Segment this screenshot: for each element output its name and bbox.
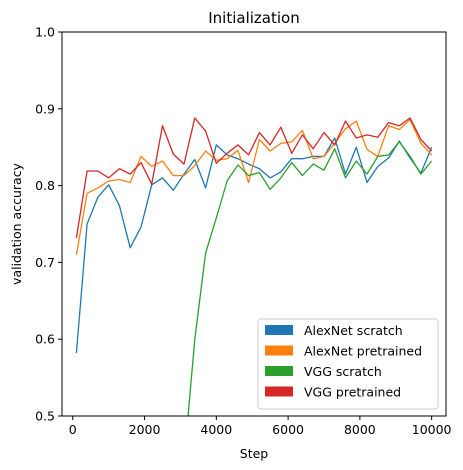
series-line-vgg-pretrained: [75, 117, 433, 238]
ticks-layer: 0 2000 4000 6000 8000 10000 0.5 0.6 0.7 0.8 0.9 1.0: [35, 25, 451, 438]
x-tick-label: 10000: [412, 422, 452, 437]
y-tick-label: 1.0: [35, 25, 55, 40]
legend-swatch-vgg-scratch: [265, 366, 293, 376]
series-layer: [75, 117, 433, 416]
legend-label-vgg-scratch: VGG scratch: [304, 364, 382, 379]
series-line-vgg-scratch: [187, 141, 433, 416]
plot-frame: [61, 31, 447, 417]
y-axis-label: validation accuracy: [9, 162, 24, 285]
chart-title: Initialization: [208, 9, 299, 27]
legend-label-vgg-pretrained: VGG pretrained: [304, 385, 401, 400]
y-tick-label: 0.8: [35, 178, 55, 193]
legend-box: [257, 318, 439, 410]
x-axis-label: Step: [240, 446, 269, 461]
x-tick-label: 0: [69, 422, 77, 437]
x-tick-label: 8000: [344, 422, 376, 437]
legend-label-alexnet-scratch: AlexNet scratch: [304, 323, 403, 338]
y-tick-label: 0.9: [35, 101, 55, 116]
legend-swatch-alexnet-scratch: [265, 325, 293, 335]
legend-swatch-alexnet-pretrained: [265, 345, 293, 356]
series-line-alexnet-scratch: [75, 137, 433, 354]
y-tick-label: 0.7: [35, 255, 55, 270]
legend-label-alexnet-pretrained: AlexNet pretrained: [304, 344, 422, 359]
y-tick-label: 0.5: [35, 409, 55, 424]
x-tick-label: 6000: [272, 422, 304, 437]
legend-swatch-vgg-pretrained: [265, 386, 293, 397]
legend: AlexNet scratch AlexNet pretrained VGG scr…: [257, 318, 439, 410]
series-line-alexnet-pretrained: [75, 118, 433, 255]
x-tick-label: 4000: [200, 422, 232, 437]
y-tick-label: 0.6: [35, 332, 55, 347]
x-tick-label: 2000: [129, 422, 161, 437]
